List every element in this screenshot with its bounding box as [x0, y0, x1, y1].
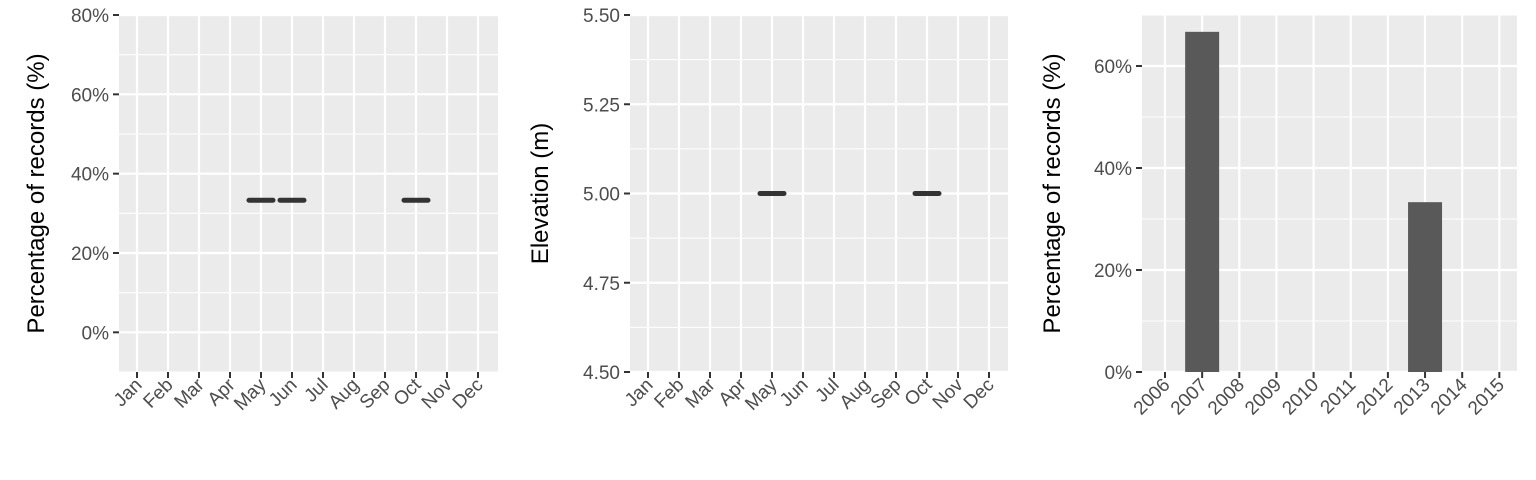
x-tick-label: Aug — [325, 375, 364, 414]
x-tick-label: Mar — [682, 374, 720, 412]
y-tick-label: 0% — [1105, 363, 1133, 384]
x-tick-label: May — [741, 374, 782, 415]
x-tick-label: Jan — [621, 375, 658, 412]
chart-panel-3: 0%20%40%60%20062007200820092010201120122… — [1039, 14, 1517, 420]
x-tick-label: Sep — [356, 375, 395, 414]
panel-background — [119, 15, 498, 372]
x-tick-label: Jan — [110, 375, 147, 412]
y-tick-label: 40% — [71, 165, 109, 186]
x-tick-label: 2013 — [1390, 375, 1435, 420]
y-tick-label: 80% — [71, 6, 109, 27]
y-tick-label: 60% — [1094, 57, 1132, 78]
x-tick-label: 2009 — [1241, 375, 1286, 420]
y-tick-label: 5.25 — [583, 95, 620, 116]
y-tick-label: 20% — [71, 244, 109, 265]
x-tick-label: Feb — [651, 375, 689, 413]
x-tick-label: Oct — [390, 374, 426, 410]
y-axis-title: Percentage of records (%) — [1039, 53, 1066, 333]
bar-2013 — [1408, 202, 1443, 372]
y-tick-label: 5.50 — [583, 6, 620, 27]
x-tick-label: 2011 — [1317, 375, 1361, 419]
x-tick-label: 2012 — [1353, 375, 1398, 420]
x-tick-label: 2010 — [1278, 375, 1323, 420]
x-tick-label: Mar — [171, 374, 209, 412]
x-tick-label: Dec — [449, 375, 488, 414]
y-tick-label: 20% — [1094, 261, 1132, 282]
x-tick-label: Jun — [265, 375, 302, 412]
x-tick-label: Nov — [929, 374, 968, 413]
x-tick-label: 2015 — [1464, 375, 1509, 420]
x-tick-label: Aug — [836, 375, 875, 414]
x-tick-label: Jun — [776, 375, 813, 412]
bar-2007 — [1185, 31, 1220, 373]
y-tick-label: 4.75 — [583, 274, 620, 295]
x-tick-label: Sep — [867, 375, 906, 414]
x-tick-label: 2006 — [1130, 375, 1175, 420]
x-tick-label: Dec — [960, 375, 999, 414]
x-tick-label: Oct — [901, 374, 937, 410]
x-tick-label: 2008 — [1204, 375, 1249, 420]
y-axis-title: Percentage of records (%) — [23, 53, 50, 333]
chart-panel-1: 0%20%40%60%80%JanFebMarAprMayJunJulAugSe… — [23, 6, 498, 415]
y-axis-title: Elevation (m) — [527, 123, 554, 264]
x-tick-label: Nov — [418, 374, 457, 413]
y-tick-label: 0% — [82, 323, 110, 344]
y-tick-label: 40% — [1094, 159, 1132, 180]
x-tick-label: Feb — [140, 375, 178, 413]
y-tick-label: 5.00 — [583, 185, 620, 206]
chart-panel-2: 4.504.755.005.255.50JanFebMarAprMayJunJu… — [527, 6, 1008, 415]
x-tick-label: 2007 — [1167, 375, 1212, 420]
y-tick-label: 4.50 — [583, 363, 620, 384]
y-tick-label: 60% — [71, 85, 109, 106]
x-tick-label: May — [230, 374, 271, 415]
x-tick-label: 2014 — [1427, 374, 1472, 419]
